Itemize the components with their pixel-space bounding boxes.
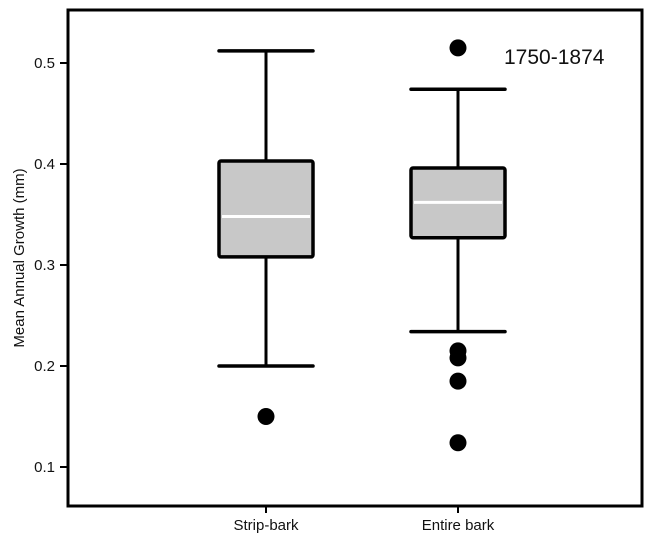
y-tick-label: 0.5 [34, 55, 55, 72]
x-tick-label: Entire bark [422, 517, 495, 534]
outlier-point [449, 372, 467, 390]
period-annotation: 1750-1874 [504, 46, 605, 69]
y-tick-label: 0.2 [34, 358, 55, 375]
box-1 [217, 49, 315, 425]
y-tick-label: 0.3 [34, 257, 55, 274]
outlier-point [449, 349, 467, 367]
outlier-point [449, 39, 467, 57]
outlier-point [449, 434, 467, 452]
iqr-box [217, 159, 315, 259]
y-axis: 0.1 0.2 0.3 0.4 0.5 [34, 55, 68, 476]
x-tick-label: Strip-bark [233, 517, 299, 534]
outlier-point [257, 408, 275, 425]
plot-area-frame [66, 8, 644, 508]
box-2 [409, 39, 507, 452]
y-tick-label: 0.4 [34, 156, 55, 173]
box-series [217, 39, 507, 452]
y-tick-label: 0.1 [34, 459, 55, 476]
y-axis-title: Mean Annual Growth (mm) [11, 168, 28, 347]
x-axis: Strip-bark Entire bark [233, 506, 495, 534]
